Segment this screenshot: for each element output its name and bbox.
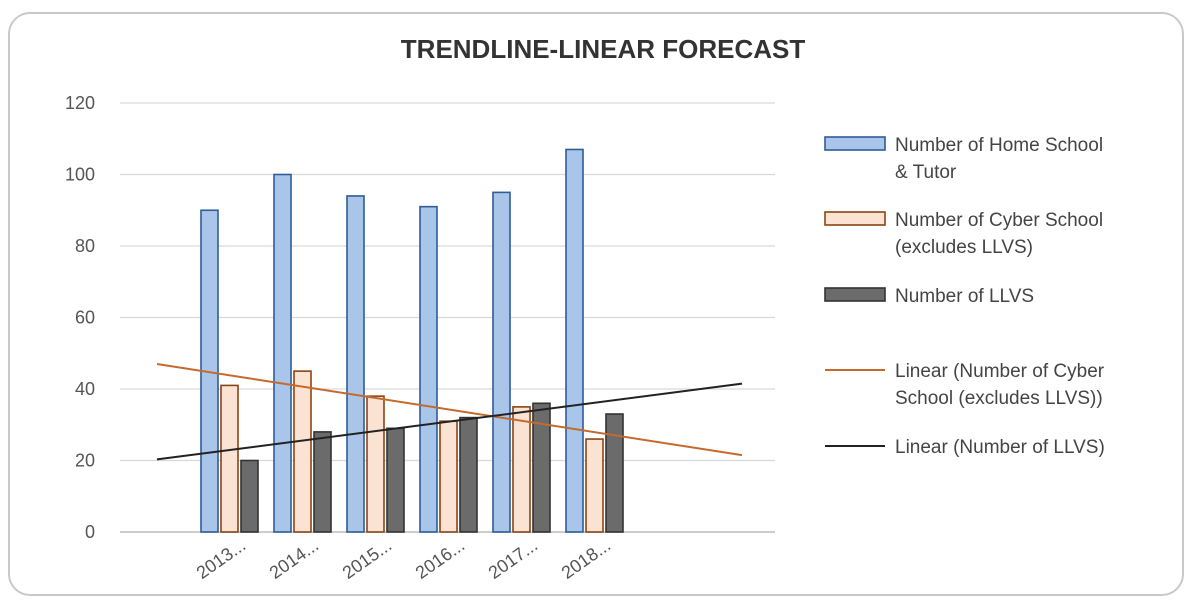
x-tick-label: 2016... — [412, 535, 469, 583]
legend-label: & Tutor — [895, 162, 957, 183]
x-tick-label: 2014... — [266, 535, 323, 583]
bar — [386, 427, 405, 533]
y-tick-label: 40 — [75, 379, 95, 399]
x-tick-label: 2015... — [339, 535, 396, 583]
x-axis: 2013... 2014... 2015... 2016... 2017... 2018.… — [193, 535, 615, 583]
x-tick-label: 2017... — [485, 535, 542, 583]
bar — [532, 402, 551, 533]
legend-label: School (excludes LLVS)) — [895, 388, 1103, 409]
trendline — [156, 362, 743, 457]
trendlines — [156, 362, 743, 461]
bar — [459, 416, 478, 533]
bar — [220, 384, 239, 533]
bar — [313, 431, 332, 533]
y-tick-label: 80 — [75, 236, 95, 256]
bar — [565, 148, 584, 533]
y-tick-label: 0 — [85, 522, 95, 542]
legend-swatch — [824, 136, 886, 151]
y-tick-label: 100 — [65, 165, 95, 185]
bar — [366, 395, 385, 533]
bars — [200, 148, 624, 533]
legend-label: Number of Cyber School — [895, 210, 1103, 231]
trendline — [156, 382, 743, 461]
legend-item: Linear (Number of LLVS) — [825, 437, 1105, 458]
bar — [585, 438, 604, 533]
bar — [419, 205, 438, 533]
x-tick-label: 2013... — [193, 535, 250, 583]
legend: Number of Home School & Tutor Number of Cy… — [824, 135, 1105, 458]
y-axis-ticks: 0 20 40 60 80 100 120 — [65, 93, 95, 542]
bar — [439, 420, 458, 533]
y-tick-label: 20 — [75, 451, 95, 471]
bar — [346, 195, 365, 533]
bar — [492, 191, 511, 533]
legend-label: Linear (Number of Cyber — [895, 361, 1105, 382]
legend-label: Linear (Number of LLVS) — [895, 437, 1105, 458]
x-tick-label: 2018... — [558, 535, 615, 583]
legend-item: Linear (Number of Cyber School (excludes … — [825, 361, 1105, 409]
legend-item: Number of Home School & Tutor — [824, 135, 1103, 183]
legend-label: Number of LLVS — [895, 286, 1034, 307]
y-tick-label: 120 — [65, 93, 95, 113]
bar — [293, 370, 312, 533]
y-tick-label: 60 — [75, 308, 95, 328]
bar — [605, 413, 624, 533]
legend-label: (excludes LLVS) — [895, 237, 1033, 258]
chart-title: TRENDLINE-LINEAR FORECAST — [401, 34, 806, 64]
legend-item: Number of LLVS — [824, 286, 1034, 307]
bar — [273, 173, 292, 533]
legend-item: Number of Cyber School (excludes LLVS) — [824, 210, 1103, 258]
bar — [512, 406, 531, 533]
legend-swatch — [824, 287, 886, 302]
legend-swatch — [824, 211, 886, 226]
bar — [240, 459, 259, 533]
legend-label: Number of Home School — [895, 135, 1103, 156]
